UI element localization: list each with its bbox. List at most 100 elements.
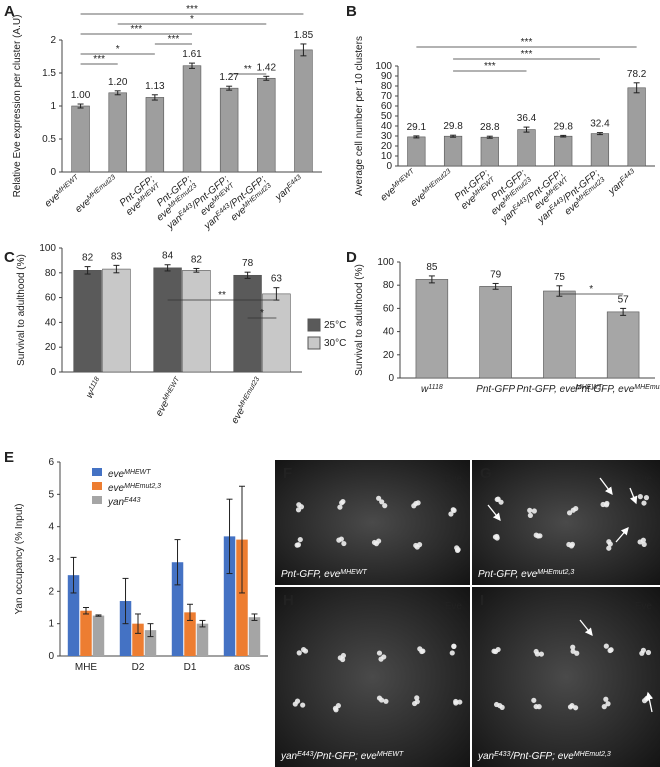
bar xyxy=(233,274,262,373)
image-caption: yanE443/Pnt-GFP; eveMHEWT xyxy=(280,751,404,763)
data-label: 28.8 xyxy=(480,122,500,133)
legend-swatch xyxy=(92,468,102,476)
bar xyxy=(236,539,248,656)
y-tick-label: 0 xyxy=(388,373,394,384)
data-label: 1.85 xyxy=(294,30,314,41)
significance-label: * xyxy=(190,14,194,25)
y-tick-label: 80 xyxy=(383,280,395,291)
data-label: 32.4 xyxy=(590,119,610,130)
bar xyxy=(590,133,610,167)
nucleus xyxy=(536,704,542,710)
bar xyxy=(415,279,449,379)
x-tick-label: w1118 xyxy=(84,376,105,401)
significance-label: ** xyxy=(218,290,226,301)
arrow xyxy=(629,487,638,505)
bar xyxy=(627,87,646,167)
x-tick-label-part: MHEWT xyxy=(391,167,416,190)
nucleus xyxy=(601,704,607,710)
data-label: 1.42 xyxy=(257,62,277,73)
nucleus xyxy=(538,651,545,657)
data-label: 1.00 xyxy=(71,90,91,101)
panel-label: F xyxy=(283,465,292,482)
nucleus xyxy=(382,503,388,509)
y-tick-label: 0 xyxy=(386,161,392,172)
x-tick-label: yanE443 xyxy=(272,173,305,203)
y-tick-label: 1 xyxy=(48,619,54,630)
y-axis-label: Relative Eve expression per cluster (A.U… xyxy=(12,15,23,198)
image-caption-part: MHEmut2,3 xyxy=(537,569,574,576)
nucleus xyxy=(643,495,650,501)
legend-label: yanE443 xyxy=(107,497,141,509)
nucleus xyxy=(641,500,647,506)
bar xyxy=(248,617,261,656)
data-label: 84 xyxy=(162,251,174,262)
significance-label: * xyxy=(116,44,120,55)
nucleus xyxy=(641,541,647,547)
y-tick-label: 20 xyxy=(381,141,393,152)
nucleus xyxy=(491,648,497,654)
nucleus xyxy=(498,499,504,505)
x-tick-label: Pnt-GFP xyxy=(476,384,515,395)
panel-label: C xyxy=(4,249,15,266)
x-tick-label-part: MHEWT xyxy=(576,384,603,391)
legend-label-part: 25°C xyxy=(324,320,346,331)
nucleus xyxy=(333,707,339,713)
data-label: 79 xyxy=(490,269,502,280)
y-tick-label: 50 xyxy=(381,111,393,122)
data-label: 1.27 xyxy=(219,72,239,83)
legend-label: eveMHEmut2,3 xyxy=(108,483,161,495)
image-caption-part: Pnt-GFP, eve xyxy=(478,569,538,580)
nucleus xyxy=(568,543,575,549)
bar xyxy=(543,290,576,379)
stain-label: Eve xyxy=(635,601,653,612)
y-tick-label: 60 xyxy=(45,293,57,304)
nucleus xyxy=(457,699,463,705)
x-tick-label-part: E443 xyxy=(285,173,302,189)
y-tick-label: 80 xyxy=(45,268,57,279)
bar xyxy=(294,49,313,173)
data-label: 83 xyxy=(111,251,123,262)
y-tick-label: 0 xyxy=(48,651,54,662)
data-label: 29.8 xyxy=(553,121,573,132)
image-caption-part: E443 xyxy=(297,751,313,758)
nucleus xyxy=(451,507,457,514)
nucleus xyxy=(379,499,385,505)
nucleus xyxy=(574,650,580,656)
nucleus xyxy=(645,649,652,656)
x-tick-label: Pnt-GFP, eveMHEWT xyxy=(517,384,603,396)
bar xyxy=(171,562,184,656)
image-caption-part: MHEWT xyxy=(377,751,404,758)
arrow xyxy=(487,504,501,522)
bar xyxy=(145,97,165,173)
arrow xyxy=(645,691,654,713)
x-tick-label: w1118 xyxy=(421,384,443,396)
nucleus xyxy=(411,700,418,707)
nucleus xyxy=(600,501,606,508)
y-tick-label: 6 xyxy=(48,457,54,468)
legend-label-part: E443 xyxy=(124,497,140,504)
nucleus xyxy=(637,494,643,500)
significance-label: * xyxy=(589,284,593,295)
x-tick-label: MHE xyxy=(75,662,98,673)
data-label: 82 xyxy=(191,254,203,265)
x-tick-label-part: w xyxy=(421,384,429,395)
x-tick-label-part: eve xyxy=(154,399,172,419)
arrow xyxy=(615,527,629,543)
nucleus xyxy=(603,643,609,649)
bar xyxy=(67,575,80,656)
nucleus xyxy=(451,643,457,649)
x-tick-label-part: Pnt-GFP, eve xyxy=(575,384,635,395)
legend-label-part: eve xyxy=(108,469,125,480)
bar xyxy=(262,293,291,373)
bar xyxy=(182,65,202,173)
image-caption: Pnt-GFP, eveMHEWT xyxy=(281,569,367,581)
panel-label: I xyxy=(480,592,484,609)
nucleus xyxy=(297,536,303,543)
nucleus xyxy=(413,500,419,507)
image-caption: Pnt-GFP, eveMHEmut2,3 xyxy=(478,569,574,581)
legend-label-part: yan xyxy=(107,497,125,508)
y-tick-label: 5 xyxy=(48,489,54,500)
legend-swatch xyxy=(92,496,102,504)
panel-label: D xyxy=(346,249,357,266)
bar xyxy=(606,311,640,379)
